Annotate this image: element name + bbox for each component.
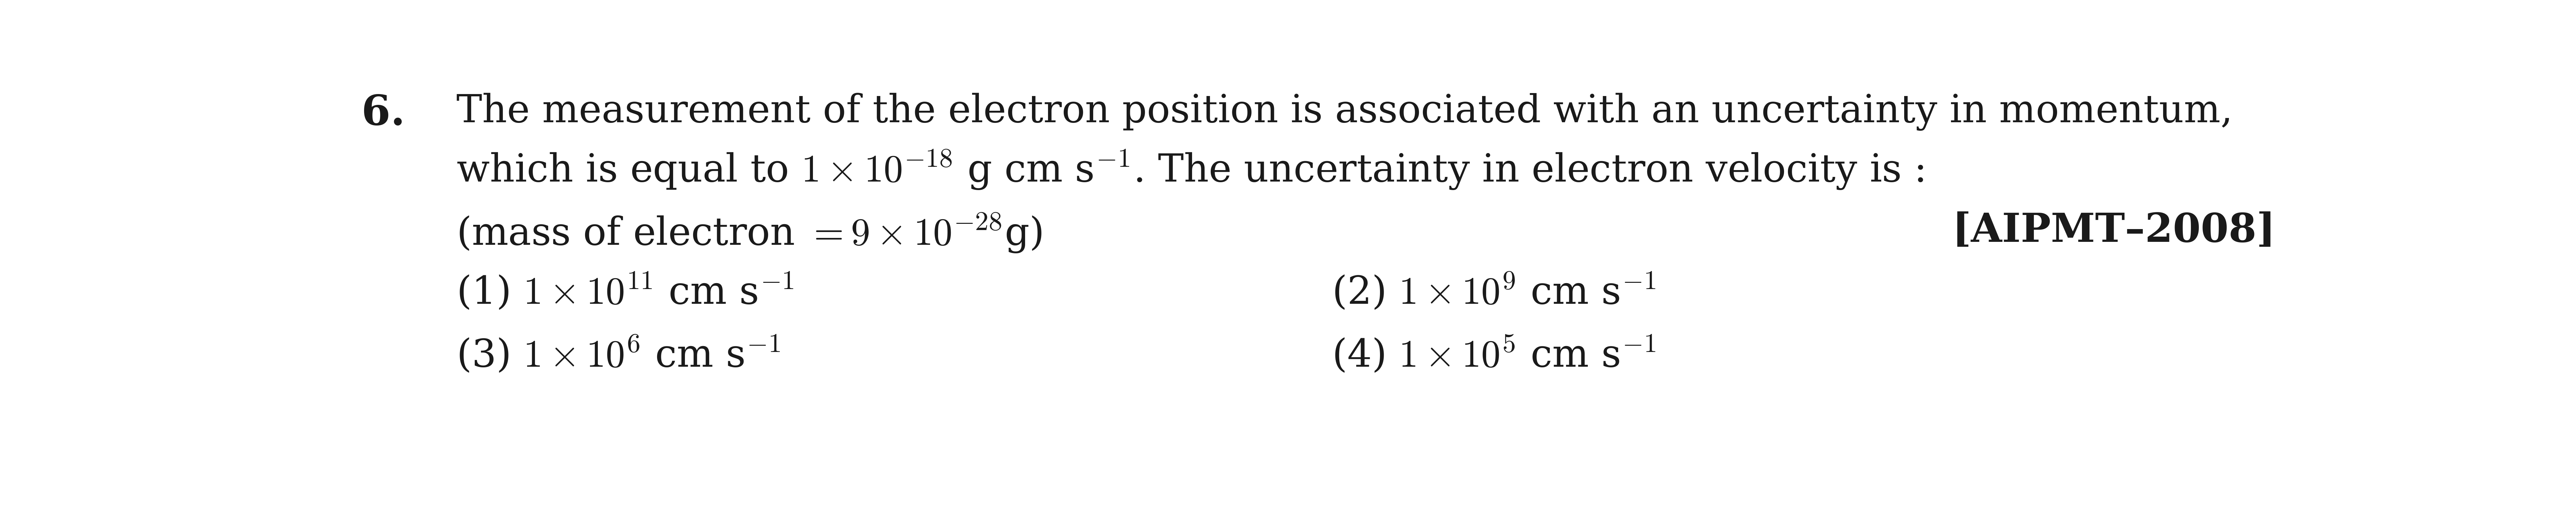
Text: The measurement of the electron position is associated with an uncertainty in mo: The measurement of the electron position… — [456, 93, 2233, 131]
Text: (3) $1 \times 10^{6}$ cm s$^{-1}$: (3) $1 \times 10^{6}$ cm s$^{-1}$ — [456, 335, 781, 375]
Text: which is equal to $1\times 10^{-18}$ g cm s$^{-1}$. The uncertainty in electron : which is equal to $1\times 10^{-18}$ g c… — [456, 148, 1924, 191]
Text: (1) $1 \times 10^{11}$ cm s$^{-1}$: (1) $1 \times 10^{11}$ cm s$^{-1}$ — [456, 272, 793, 312]
Text: [AIPMT–2008]: [AIPMT–2008] — [1953, 212, 2275, 250]
Text: (2) $1 \times 10^{9}$ cm s$^{-1}$: (2) $1 \times 10^{9}$ cm s$^{-1}$ — [1332, 272, 1656, 312]
Text: (4) $1 \times 10^{5}$ cm s$^{-1}$: (4) $1 \times 10^{5}$ cm s$^{-1}$ — [1332, 335, 1656, 375]
Text: (mass of electron $= 9\times10^{-28}$g): (mass of electron $= 9\times10^{-28}$g) — [456, 212, 1041, 254]
Text: 6.: 6. — [361, 93, 404, 134]
